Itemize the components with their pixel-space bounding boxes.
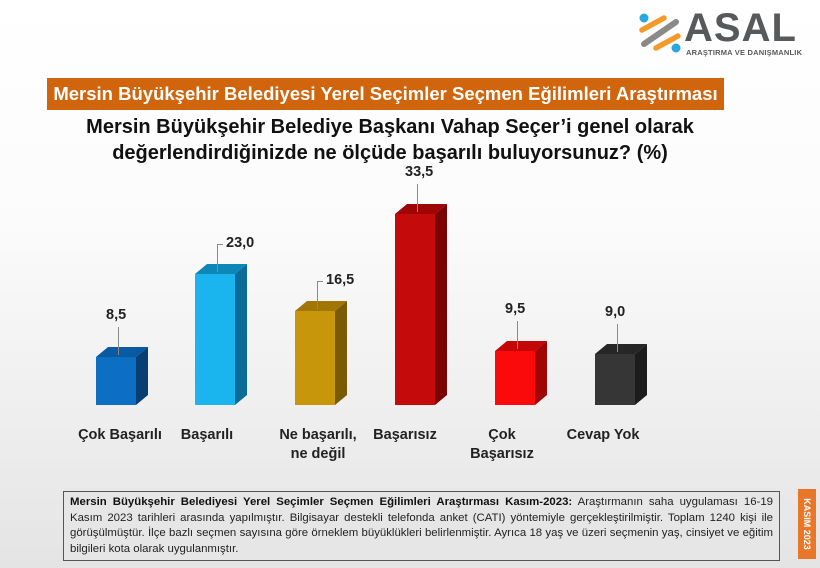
- category-label: Başarılı: [147, 426, 267, 445]
- category-label: Cevap Yok: [543, 426, 663, 445]
- date-side-tab: KASIM 2023: [798, 489, 816, 559]
- value-label: 9,0: [605, 304, 626, 320]
- question-line-2: değerlendirdiğinizde ne ölçüde başarılı …: [112, 142, 668, 164]
- category-label-line: Ne başarılı,: [279, 427, 357, 443]
- bar-3d-shape: [595, 344, 647, 405]
- asal-logo-icon: [639, 13, 681, 53]
- category-label: Çok Başarısız: [442, 426, 562, 464]
- category-label: Çok Başarılı: [60, 426, 180, 445]
- bar-3d-shape: [195, 264, 247, 405]
- category-label: Başarısız: [345, 426, 465, 445]
- value-label: 16,5: [326, 272, 355, 288]
- value-label: 23,0: [226, 235, 255, 251]
- bar: [295, 301, 347, 405]
- bar: [495, 341, 547, 405]
- value-label: 9,5: [505, 301, 526, 317]
- logo-subtitle: ARAŞTIRMA VE DANIŞMANLIK: [686, 48, 803, 57]
- value-leader-line: [617, 324, 618, 352]
- bar: [96, 347, 148, 405]
- category-label-line: ne değil: [290, 446, 346, 462]
- value-leader-line: [317, 281, 323, 282]
- category-label: Ne başarılı, ne değil: [258, 426, 378, 464]
- bar-3d-shape: [295, 301, 347, 405]
- category-label-line: Çok: [488, 427, 516, 443]
- logo-name: ASAL: [684, 6, 797, 50]
- value-leader-line: [517, 321, 518, 349]
- bar: [395, 204, 447, 405]
- category-label-line: Başarılı: [180, 427, 234, 443]
- value-label: 33,5: [405, 164, 434, 180]
- date-side-tab-label: KASIM 2023: [802, 498, 812, 550]
- category-label-line: Başarısız: [470, 446, 534, 462]
- question-title: Mersin Büyükşehir Belediye Başkanı Vahap…: [40, 114, 740, 166]
- category-label-line: Çok Başarılı: [78, 427, 162, 443]
- survey-title-banner: Mersin Büyükşehir Belediyesi Yerel Seçim…: [47, 78, 724, 110]
- note-text: Araştırmanın saha uygulaması 16-19 Kasım…: [70, 496, 773, 555]
- bar-3d-shape: [495, 341, 547, 405]
- category-label-line: Başarısız: [373, 427, 437, 443]
- bar: [595, 344, 647, 405]
- bar-3d-shape: [96, 347, 148, 405]
- value-label: 8,5: [106, 307, 127, 323]
- value-leader-line: [317, 281, 318, 309]
- question-line-1: Mersin Büyükşehir Belediye Başkanı Vahap…: [86, 116, 694, 138]
- value-leader-line: [217, 244, 218, 272]
- methodology-note: Mersin Büyükşehir Belediyesi Yerel Seçim…: [63, 491, 780, 561]
- note-heading: Mersin Büyükşehir Belediyesi Yerel Seçim…: [70, 496, 573, 508]
- value-leader-line: [118, 327, 119, 355]
- bar: [195, 264, 247, 405]
- bar-chart: 8,5 Çok Başarılı 23,0 Başarılı 16,5 Ne başarı…: [60, 164, 663, 464]
- value-leader-line: [417, 184, 418, 212]
- asal-logo: ASAL ARAŞTIRMA VE DANIŞMANLIK: [638, 6, 818, 58]
- bar-3d-shape: [395, 204, 447, 405]
- category-label-line: Cevap Yok: [566, 427, 640, 443]
- value-leader-line: [217, 244, 223, 245]
